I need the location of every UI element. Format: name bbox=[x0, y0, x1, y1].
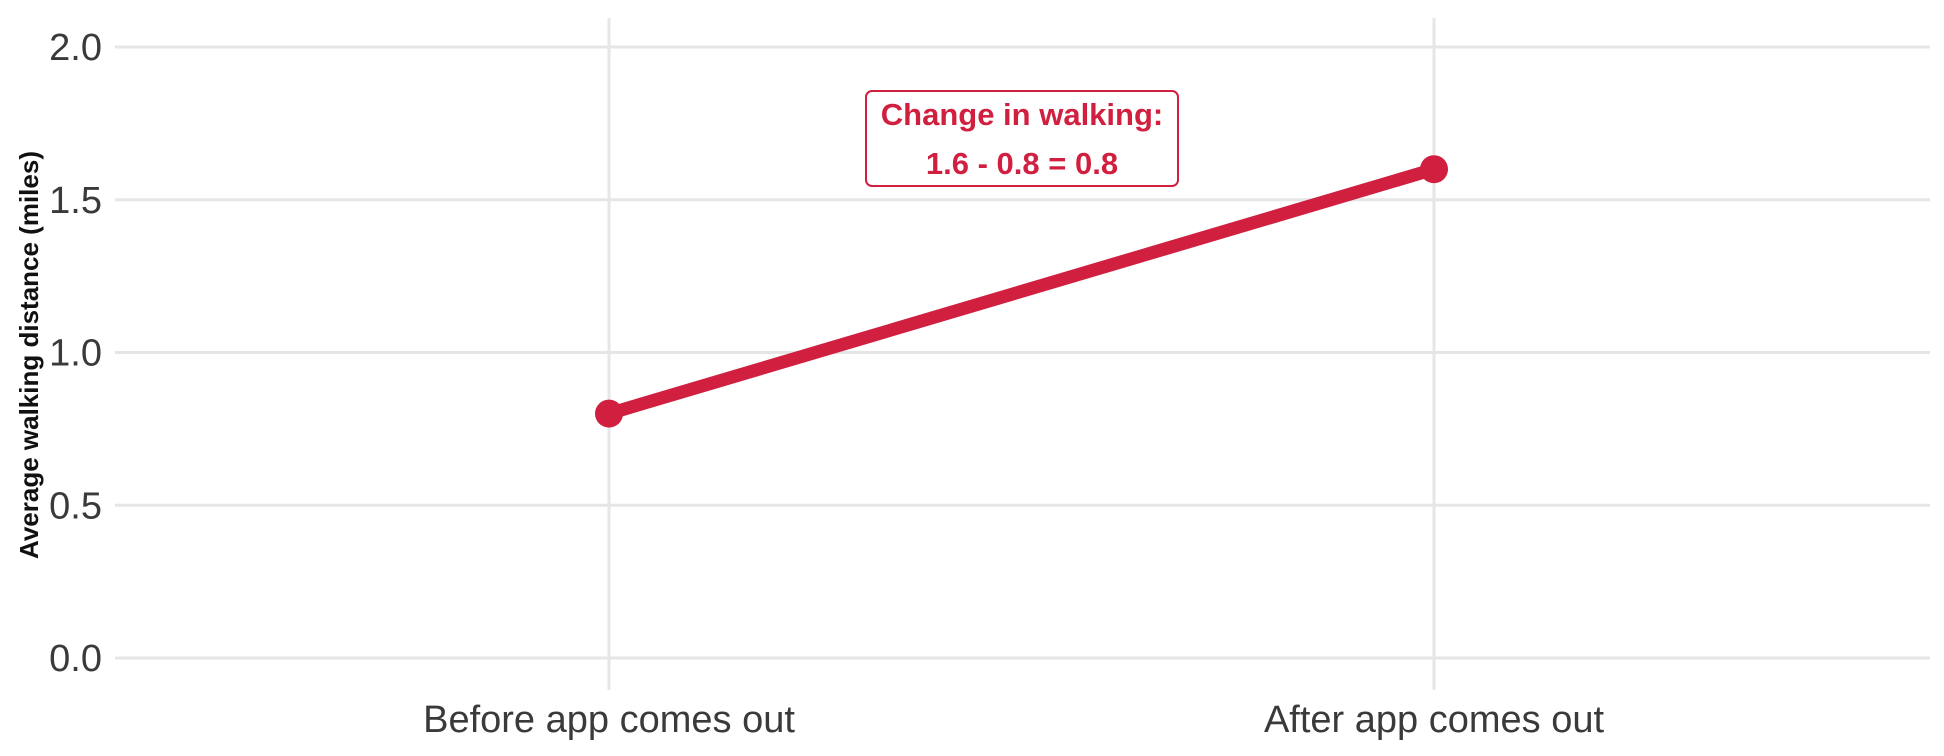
x-tick-label: After app comes out bbox=[1264, 699, 1605, 741]
y-tick-label: 0.0 bbox=[49, 638, 102, 680]
y-axis-title: Average walking distance (miles) bbox=[14, 151, 44, 559]
data-point bbox=[595, 399, 623, 428]
y-tick-label: 2.0 bbox=[49, 27, 102, 69]
annotation-line-1: Change in walking: bbox=[881, 97, 1163, 132]
annotation: Change in walking: 1.6 - 0.8 = 0.8 bbox=[865, 90, 1179, 187]
y-tick-label: 0.5 bbox=[49, 485, 102, 527]
y-tick-label: 1.0 bbox=[49, 333, 102, 375]
grid bbox=[115, 18, 1930, 690]
annotation-line-2: 1.6 - 0.8 = 0.8 bbox=[926, 146, 1118, 181]
data-point bbox=[1420, 155, 1448, 184]
series bbox=[595, 155, 1448, 428]
y-tick-label: 1.5 bbox=[49, 180, 102, 222]
annotation-box bbox=[865, 90, 1179, 187]
series-line bbox=[602, 162, 1441, 421]
x-tick-label: Before app comes out bbox=[423, 699, 795, 741]
axis-ticks: 0.0 0.5 1.0 1.5 2.0 Before app comes out After… bbox=[49, 27, 1604, 741]
